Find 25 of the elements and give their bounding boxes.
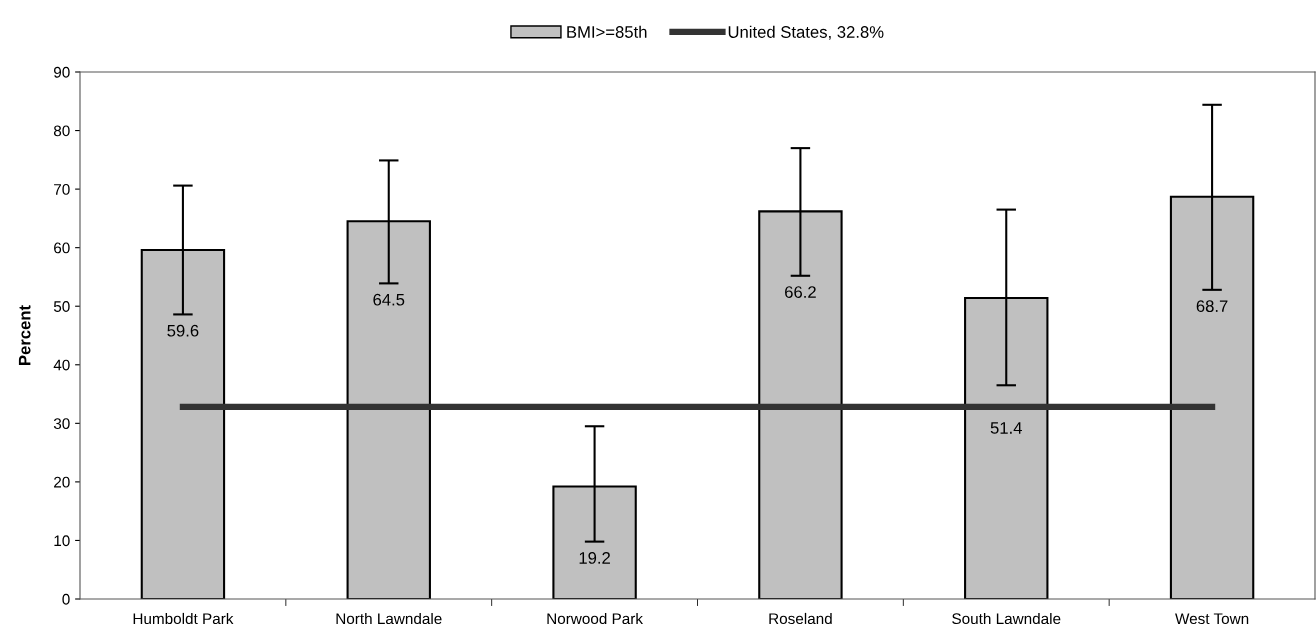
- x-tick-label: Roseland: [769, 612, 832, 625]
- data-label: 64.5: [373, 293, 405, 306]
- x-tick-label: West Town: [1175, 613, 1249, 625]
- x-tick-label: Norwood Park: [547, 612, 644, 625]
- data-label: 68.7: [1196, 300, 1228, 313]
- x-tick-label: North Lawndale: [336, 612, 442, 625]
- data-label: 59.6: [167, 324, 199, 337]
- y-tick-label: 10: [54, 535, 70, 547]
- data-label: 19.2: [579, 552, 610, 564]
- legend-label: United States, 32.8%: [728, 25, 884, 40]
- data-label: 51.4: [990, 422, 1022, 434]
- y-tick-label: 0: [62, 593, 70, 605]
- legend-label: BMI>=85th: [567, 25, 647, 38]
- y-tick-label: 30: [53, 418, 70, 430]
- data-label: 66.2: [785, 286, 816, 298]
- y-tick-label: 40: [53, 359, 70, 371]
- y-tick-label: 50: [53, 301, 70, 312]
- y-axis-title: Percent: [18, 305, 31, 365]
- y-tick-label: 60: [54, 242, 70, 254]
- y-tick-label: 80: [53, 125, 70, 137]
- x-tick-label: South Lawndale: [952, 612, 1061, 625]
- y-tick-label: 90: [54, 66, 70, 78]
- x-tick-label: Humboldt Park: [133, 612, 234, 625]
- y-tick-label: 20: [54, 476, 70, 488]
- y-tick-label: 70: [54, 183, 70, 195]
